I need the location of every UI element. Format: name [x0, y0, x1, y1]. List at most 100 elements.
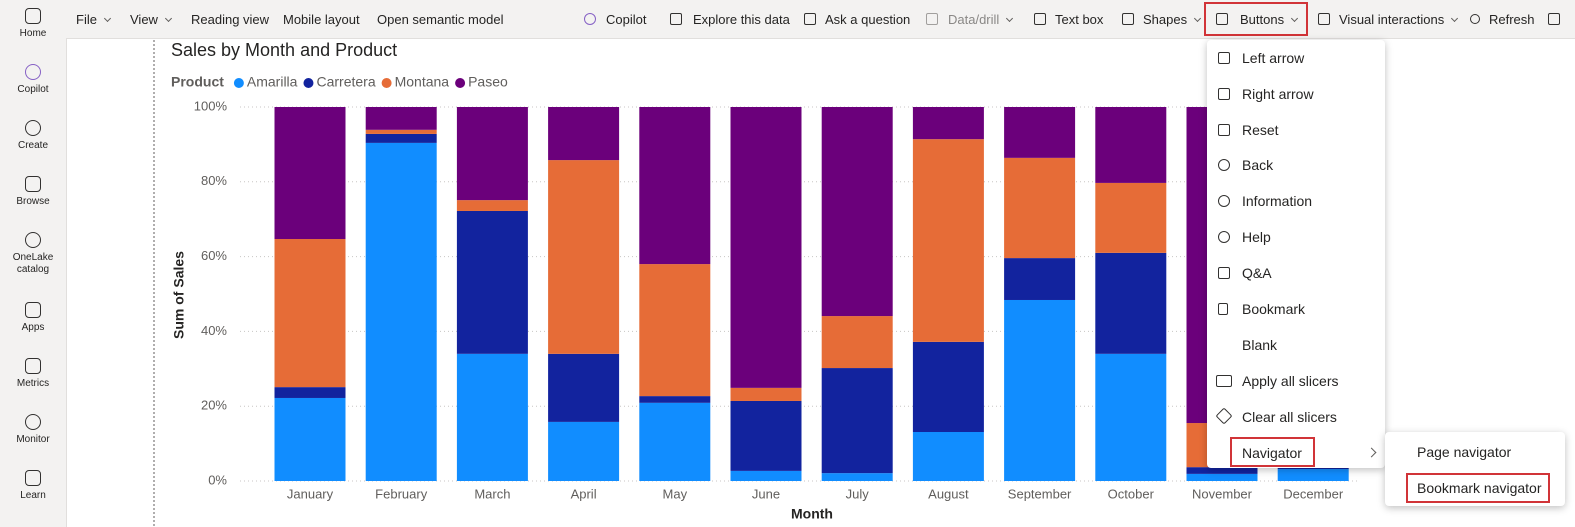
chart-title: Sales by Month and Product: [171, 40, 397, 60]
bar-segment: [821, 368, 893, 474]
bar-segment: [1186, 473, 1258, 481]
menu-item[interactable]: Help: [1242, 229, 1271, 245]
menu-item[interactable]: Apply all slicers: [1242, 373, 1339, 389]
nav-learn[interactable]: Learn: [0, 470, 66, 502]
legend-marker: [455, 78, 466, 88]
bar-segment: [730, 400, 802, 471]
label: View: [130, 12, 158, 27]
y-tick-label: 40%: [201, 323, 227, 338]
icon: [1218, 195, 1230, 207]
visual-interactions[interactable]: Visual interactions: [1339, 12, 1459, 27]
bar-segment: [1004, 157, 1076, 259]
bar-segment: [639, 402, 711, 481]
x-tick-label: July: [846, 486, 870, 501]
nav-home[interactable]: Home: [0, 8, 66, 40]
open-semantic-model[interactable]: Open semantic model: [377, 12, 504, 27]
nav-label: Home: [19, 28, 47, 39]
label: Data/drill: [948, 12, 1000, 27]
bar-segment: [365, 142, 437, 482]
bar-segment: [639, 396, 711, 403]
save-icon[interactable]: [1548, 13, 1560, 25]
menu-item[interactable]: Clear all slicers: [1242, 409, 1337, 425]
nav-label: Copilot: [17, 84, 49, 95]
label: File: [76, 12, 97, 27]
refresh[interactable]: Refresh: [1489, 12, 1535, 27]
icon: [1218, 231, 1230, 243]
bar-segment: [456, 353, 528, 481]
explore-data[interactable]: Explore this data: [693, 12, 790, 27]
ask-question[interactable]: Ask a question: [825, 12, 911, 27]
nav-apps[interactable]: Apps: [0, 302, 66, 334]
bar-segment: [1004, 107, 1076, 158]
nav-browse[interactable]: Browse: [0, 176, 66, 208]
nav-label: Browse: [16, 196, 50, 207]
menu-item[interactable]: Navigator: [1242, 445, 1302, 461]
icon: [25, 8, 41, 24]
bar-segment: [274, 397, 346, 481]
copilot[interactable]: Copilot: [606, 12, 647, 27]
icon: [1216, 13, 1228, 25]
nav-label: Apps: [21, 322, 45, 333]
bar-segment: [821, 473, 893, 481]
y-tick-label: 20%: [201, 398, 227, 413]
bar-segment: [730, 387, 802, 401]
nav-label: Create: [17, 140, 48, 151]
x-tick-label: April: [571, 486, 597, 501]
text-box[interactable]: Text box: [1055, 12, 1104, 27]
menu-item[interactable]: Back: [1242, 157, 1274, 173]
label: Shapes: [1143, 12, 1188, 27]
data-drill[interactable]: Data/drill: [948, 12, 1014, 27]
menu-item[interactable]: Q&A: [1242, 265, 1272, 281]
icon: [1218, 52, 1230, 64]
bar-segment: [548, 160, 620, 354]
menu-item[interactable]: Reset: [1242, 122, 1279, 138]
shapes[interactable]: Shapes: [1143, 12, 1202, 27]
icon: [1470, 14, 1480, 24]
mobile-layout[interactable]: Mobile layout: [283, 12, 360, 27]
reading-view[interactable]: Reading view: [191, 12, 270, 27]
bar-segment: [1095, 107, 1167, 183]
icon: [584, 13, 596, 25]
icon: [25, 64, 41, 80]
bar-segment: [456, 107, 528, 201]
nav-monitor[interactable]: Monitor: [0, 414, 66, 446]
nav-copilot[interactable]: Copilot: [0, 64, 66, 96]
legend-label: Amarilla: [247, 74, 298, 90]
nav-create[interactable]: Create: [0, 120, 66, 152]
label: Visual interactions: [1339, 12, 1445, 27]
x-tick-label: March: [474, 486, 510, 501]
menu-item[interactable]: Information: [1242, 193, 1313, 209]
legend-marker: [381, 78, 392, 88]
nav-onelake[interactable]: OneLake catalog: [0, 232, 66, 276]
menu-item[interactable]: Left arrow: [1242, 50, 1305, 66]
icon: [1218, 88, 1230, 100]
nav-metrics[interactable]: Metrics: [0, 358, 66, 390]
highlight: [1406, 473, 1550, 503]
buttons[interactable]: Buttons: [1240, 12, 1299, 27]
icon: [1122, 13, 1134, 25]
menu-item[interactable]: Bookmark: [1242, 301, 1306, 317]
nav-label: Metrics: [16, 378, 50, 389]
label: Buttons: [1240, 12, 1285, 27]
menu-view[interactable]: View: [130, 12, 172, 27]
bar-segment: [548, 421, 620, 481]
menu-item[interactable]: Page navigator: [1417, 444, 1512, 460]
chevron: [1006, 14, 1014, 23]
bar-segment: [1004, 299, 1076, 481]
x-tick-label: June: [752, 486, 780, 501]
bar-segment: [1277, 469, 1349, 481]
x-axis-label: Month: [791, 506, 833, 522]
x-tick-label: September: [1008, 486, 1072, 501]
bar-segment: [730, 107, 802, 388]
bar-segment: [456, 210, 528, 354]
icon: [804, 13, 816, 25]
icon: [926, 13, 938, 25]
legend-label: Paseo: [468, 74, 508, 90]
menu-item[interactable]: Bookmark navigator: [1417, 480, 1542, 496]
menu-file[interactable]: File: [76, 12, 111, 27]
menu-item[interactable]: Blank: [1242, 337, 1278, 353]
icon: [670, 13, 682, 25]
menu-item[interactable]: Right arrow: [1242, 86, 1314, 102]
y-tick-label: 100%: [194, 98, 228, 113]
chevron: [1451, 14, 1459, 23]
